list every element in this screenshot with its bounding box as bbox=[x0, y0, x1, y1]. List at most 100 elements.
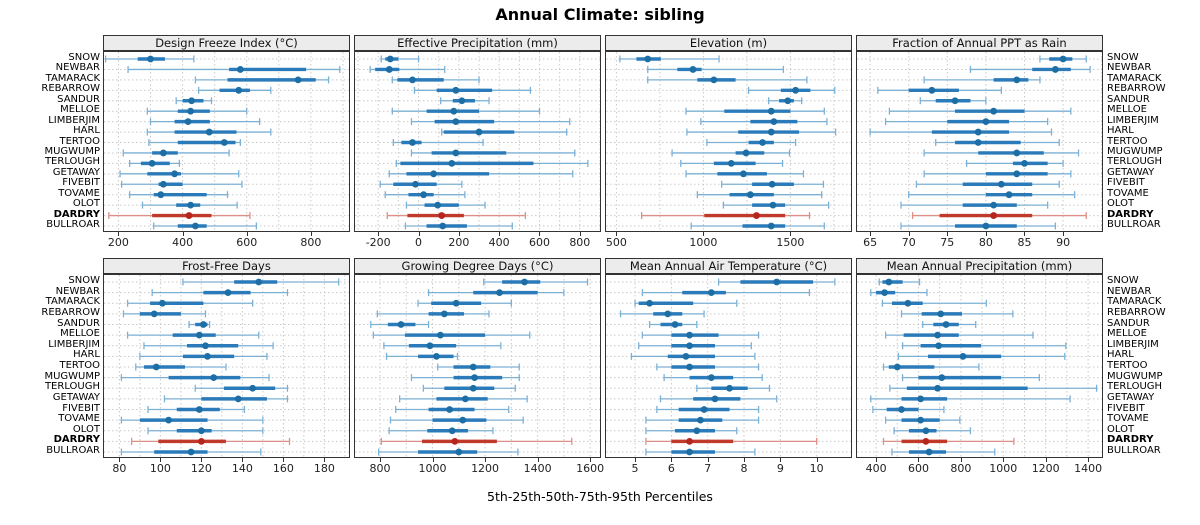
x-tick-mark bbox=[379, 458, 381, 462]
site-label-left-tertoo: TERTOO bbox=[59, 135, 101, 147]
median-point-mugwump bbox=[452, 149, 460, 157]
strip-header: Effective Precipitation (mm) bbox=[354, 35, 601, 51]
median-point-snow bbox=[147, 55, 154, 63]
site-label-right-fivebit: FIVEBIT bbox=[1107, 177, 1145, 189]
median-point-harl bbox=[767, 128, 775, 136]
site-label-left-newbar: NEWBAR bbox=[55, 62, 100, 74]
site-label-left-sandur: SANDUR bbox=[57, 317, 100, 329]
x-tick-mark bbox=[703, 232, 705, 236]
x-tick-label: 90 bbox=[1056, 236, 1071, 249]
panel-plot bbox=[606, 52, 851, 231]
x-tick-label: 140 bbox=[231, 462, 253, 475]
site-label-right-mugwump: MUGWUMP bbox=[1107, 370, 1163, 382]
x-tick-label: 6 bbox=[667, 462, 675, 475]
x-tick-mark bbox=[283, 458, 285, 462]
site-label-right-getaway: GETAWAY bbox=[1107, 166, 1155, 178]
site-label-right-dardry: DARDRY bbox=[1107, 434, 1154, 446]
x-tick-mark bbox=[118, 232, 120, 236]
median-point-melloe bbox=[767, 107, 775, 115]
site-label-right-tertoo: TERTOO bbox=[1107, 360, 1148, 371]
median-point-tamarack bbox=[159, 299, 166, 307]
strip-header: Mean Annual Air Temperature (°C) bbox=[605, 258, 852, 274]
median-point-limberjim bbox=[770, 118, 778, 126]
x-tick-label: 100 bbox=[149, 462, 171, 475]
site-label-left-olot: OLOT bbox=[72, 423, 100, 435]
panel-effective-precipitation-mm- bbox=[354, 51, 601, 232]
panel-plot bbox=[355, 275, 600, 457]
median-point-sandur bbox=[942, 321, 950, 328]
site-label-left-getaway: GETAWAY bbox=[52, 166, 100, 178]
median-point-terlough bbox=[727, 159, 735, 167]
median-point-mugwump bbox=[707, 374, 715, 382]
median-point-snow bbox=[386, 55, 394, 63]
median-point-fivebit bbox=[898, 406, 905, 413]
median-point-fivebit bbox=[700, 406, 708, 413]
median-point-mugwump bbox=[471, 374, 478, 382]
median-point-tertoo bbox=[409, 139, 416, 146]
median-point-rebarrow bbox=[150, 310, 158, 318]
median-point-getaway bbox=[461, 395, 469, 403]
site-label-right-getaway: GETAWAY bbox=[1107, 391, 1155, 403]
median-point-newbar bbox=[496, 289, 503, 297]
median-point-snow bbox=[255, 278, 263, 286]
x-tick-mark bbox=[539, 232, 541, 236]
median-point-tertoo bbox=[220, 139, 228, 146]
site-label-left-tertoo: TERTOO bbox=[59, 360, 101, 371]
panel-design-freeze-index-c- bbox=[103, 51, 350, 232]
median-point-limberjim bbox=[202, 342, 209, 350]
median-point-bullroar bbox=[439, 222, 447, 230]
median-point-mugwump bbox=[1013, 149, 1021, 157]
x-tick-mark bbox=[537, 458, 539, 462]
site-label-right-tamarack: TAMARACK bbox=[1107, 72, 1162, 84]
median-point-sandur bbox=[200, 321, 207, 328]
x-tick-mark bbox=[242, 458, 244, 462]
x-tick-mark bbox=[790, 232, 792, 236]
median-point-limberjim bbox=[184, 118, 192, 126]
median-point-newbar bbox=[707, 289, 715, 297]
site-label-left-getaway: GETAWAY bbox=[52, 391, 100, 403]
x-tick-mark bbox=[985, 232, 987, 236]
site-label-right-tovame: TOVAME bbox=[1107, 187, 1149, 199]
panel-mean-annual-precipitation-mm- bbox=[856, 274, 1103, 458]
x-tick-label: 65 bbox=[863, 236, 878, 249]
median-point-terlough bbox=[448, 159, 456, 167]
median-point-bullroar bbox=[982, 222, 990, 230]
site-label-right-sandur: SANDUR bbox=[1107, 317, 1150, 329]
x-tick-mark bbox=[418, 232, 420, 236]
site-label-right-snow: SNOW bbox=[1107, 52, 1139, 63]
x-tick-mark bbox=[816, 458, 818, 462]
site-label-left-mugwump: MUGWUMP bbox=[44, 370, 100, 382]
median-point-tamarack bbox=[1013, 76, 1021, 84]
median-point-harl bbox=[682, 352, 690, 360]
x-tick-mark bbox=[310, 232, 312, 236]
site-label-right-harl: HARL bbox=[1107, 349, 1134, 361]
site-label-right-mugwump: MUGWUMP bbox=[1107, 145, 1163, 157]
median-point-fivebit bbox=[997, 180, 1005, 188]
median-point-harl bbox=[204, 352, 211, 360]
median-point-sandur bbox=[397, 321, 405, 328]
median-point-tovame bbox=[917, 416, 925, 424]
site-label-left-sandur: SANDUR bbox=[57, 93, 100, 105]
median-point-olot bbox=[434, 201, 442, 209]
median-point-fivebit bbox=[412, 180, 419, 188]
x-tick-mark bbox=[918, 458, 920, 462]
site-label-right-tamarack: TAMARACK bbox=[1107, 296, 1162, 308]
median-point-getaway bbox=[740, 170, 747, 178]
median-point-rebarrow bbox=[664, 310, 672, 318]
median-point-dardry bbox=[451, 437, 459, 445]
x-tick-label: 9 bbox=[776, 462, 784, 475]
median-point-snow bbox=[1059, 55, 1067, 63]
median-point-bullroar bbox=[925, 448, 933, 456]
median-point-fivebit bbox=[195, 406, 203, 413]
x-tick-label: 0 bbox=[415, 236, 422, 249]
median-point-dardry bbox=[185, 212, 193, 219]
x-tick-label: 8 bbox=[740, 462, 748, 475]
median-point-tamarack bbox=[452, 299, 460, 307]
site-label-right-terlough: TERLOUGH bbox=[1107, 381, 1163, 393]
median-point-olot bbox=[922, 427, 930, 435]
x-tick-label: 600 bbox=[907, 462, 929, 475]
median-point-tertoo bbox=[974, 139, 982, 146]
x-tick-label: 5 bbox=[631, 462, 639, 475]
x-tick-label: 10 bbox=[809, 462, 824, 475]
x-tick-mark bbox=[707, 458, 709, 462]
